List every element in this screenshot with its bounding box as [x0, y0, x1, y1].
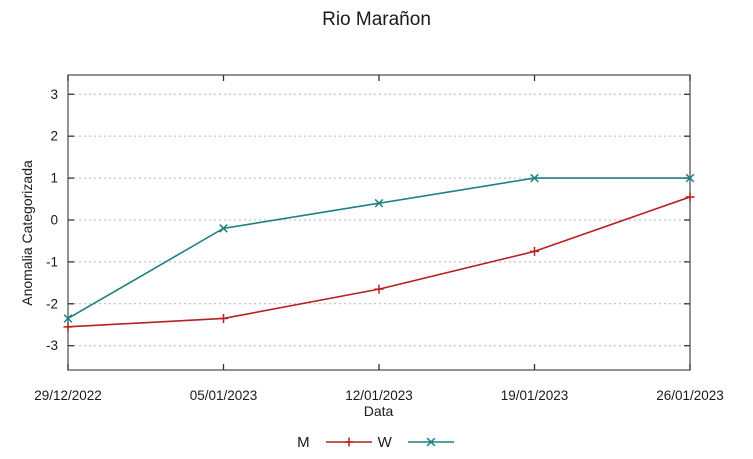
y-tick-label: 0 [50, 212, 58, 227]
y-tick-label: 3 [50, 87, 58, 102]
marker-plus-M [374, 284, 384, 294]
y-tick-label: 1 [50, 171, 58, 186]
marker-cross-W [685, 173, 695, 183]
chart-title: Rio Marañon [322, 9, 431, 30]
y-tick-label: -3 [46, 338, 58, 353]
marker-plus-M [219, 313, 228, 323]
marker-cross-W [530, 173, 539, 183]
marker-cross-W [63, 314, 73, 323]
marker-plus-M [63, 322, 73, 332]
cross-marker-icon [426, 437, 436, 447]
legend-label-W: W [377, 433, 392, 451]
y-tick-label: -1 [46, 254, 58, 269]
x-tick-label: 19/01/2023 [501, 388, 569, 403]
legend-sample-W [407, 437, 454, 447]
x-axis-label: Data [363, 403, 394, 419]
series-line-W [67, 177, 690, 320]
x-tick-label: 29/12/2022 [34, 388, 102, 403]
marker-plus-M [530, 246, 539, 256]
legend-label-M: M [297, 433, 310, 451]
marker-cross-W [374, 198, 384, 208]
y-tick-label: -2 [46, 296, 58, 311]
plus-marker-icon [344, 437, 354, 447]
marker-plus-M [685, 192, 695, 202]
marker-cross-W [219, 224, 228, 233]
x-tick-label: 12/01/2023 [345, 388, 413, 403]
plot-border [67, 74, 691, 371]
legend-sample-M [325, 437, 372, 447]
x-tick-label: 26/01/2023 [656, 388, 724, 403]
y-tick-label: 2 [50, 129, 58, 144]
x-tick-label: 05/01/2023 [190, 388, 258, 403]
